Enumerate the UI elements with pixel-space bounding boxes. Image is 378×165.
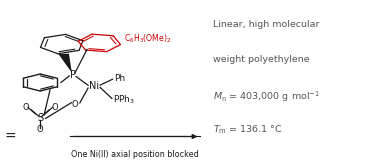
Text: $\mathit{T}_{\rm m}$ = 136.1 °C: $\mathit{T}_{\rm m}$ = 136.1 °C <box>214 123 283 136</box>
Text: Linear, high molecular: Linear, high molecular <box>214 20 320 29</box>
Text: weight polyethylene: weight polyethylene <box>214 55 310 64</box>
Text: O: O <box>72 100 79 109</box>
Text: O: O <box>23 102 29 112</box>
Text: P: P <box>70 70 76 80</box>
Text: C$_6$H$_3$(OMe)$_2$: C$_6$H$_3$(OMe)$_2$ <box>124 33 171 45</box>
Polygon shape <box>59 54 72 73</box>
Text: Ni: Ni <box>89 81 99 91</box>
Text: Ph: Ph <box>114 74 125 83</box>
Text: O: O <box>51 102 58 112</box>
Text: One Ni(II) axial position blocked: One Ni(II) axial position blocked <box>71 150 199 159</box>
Text: PPh$_3$: PPh$_3$ <box>113 93 135 106</box>
Text: =: = <box>5 130 16 144</box>
Text: S: S <box>37 113 43 123</box>
Text: O: O <box>37 125 43 134</box>
Text: $\mathit{M}_{\rm n}$ = 403,000 g mol$^{-1}$: $\mathit{M}_{\rm n}$ = 403,000 g mol$^{-… <box>214 89 321 104</box>
